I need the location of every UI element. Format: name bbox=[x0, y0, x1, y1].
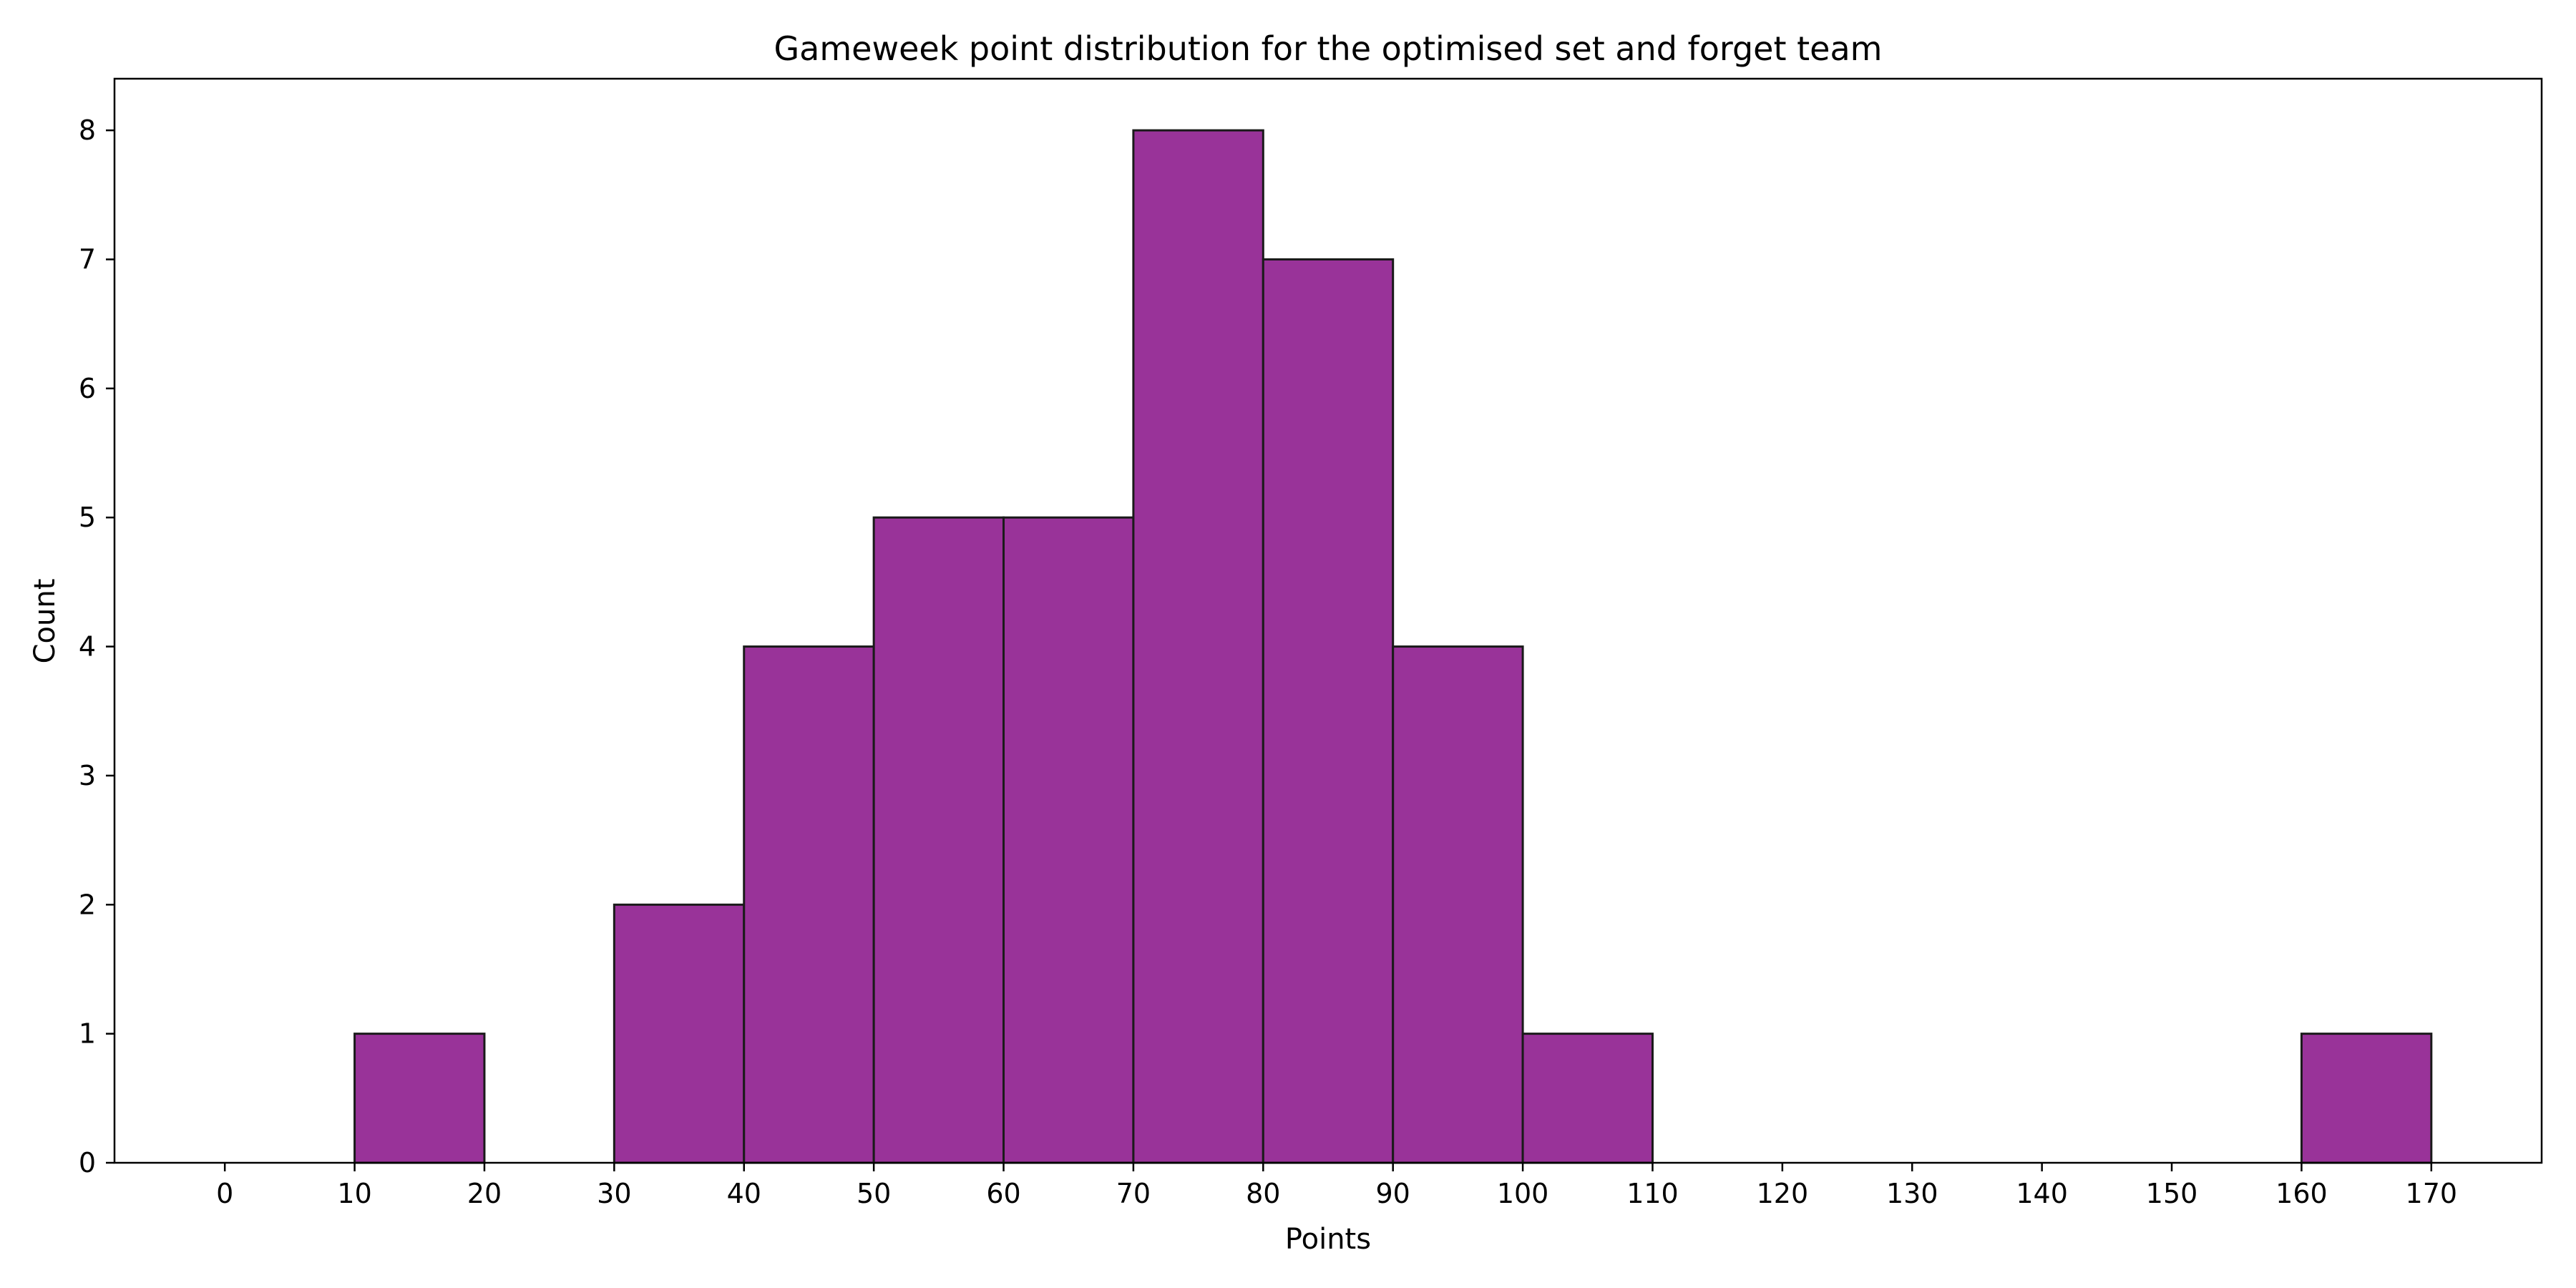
histogram-bar bbox=[872, 516, 1005, 1164]
y-tick-label: 2 bbox=[79, 889, 96, 920]
histogram-bar bbox=[353, 1033, 486, 1164]
x-tick-label: 150 bbox=[2146, 1178, 2198, 1209]
histogram-bar bbox=[1002, 516, 1135, 1164]
chart-title: Gameweek point distribution for the opti… bbox=[774, 29, 1883, 68]
x-tick-label: 70 bbox=[1116, 1178, 1151, 1209]
x-tick-label: 170 bbox=[2406, 1178, 2458, 1209]
plot-frame bbox=[113, 77, 2543, 1164]
histogram-bar bbox=[743, 645, 875, 1164]
x-tick-label: 20 bbox=[467, 1178, 502, 1209]
histogram-bar bbox=[2300, 1033, 2433, 1164]
y-axis-label: Count bbox=[29, 579, 62, 664]
x-tick-label: 130 bbox=[1886, 1178, 1938, 1209]
histogram-bar bbox=[1132, 129, 1264, 1164]
x-tick-label: 0 bbox=[216, 1178, 233, 1209]
x-axis-label: Points bbox=[1285, 1223, 1371, 1256]
x-tick-label: 50 bbox=[857, 1178, 891, 1209]
y-tick-label: 4 bbox=[79, 631, 96, 663]
histogram-bar bbox=[613, 903, 746, 1164]
y-tick-label: 3 bbox=[79, 760, 96, 791]
x-tick-label: 140 bbox=[2016, 1178, 2068, 1209]
x-tick-label: 30 bbox=[597, 1178, 631, 1209]
x-tick-label: 40 bbox=[727, 1178, 761, 1209]
x-axis-ticks: 0 10 20 30 40 50 60 70 80 90 100 110 120 130 140 150 160… bbox=[216, 1163, 2457, 1209]
histogram-bar bbox=[1392, 645, 1524, 1164]
x-tick-label: 80 bbox=[1246, 1178, 1280, 1209]
y-tick-label: 7 bbox=[79, 244, 96, 275]
y-tick-label: 5 bbox=[79, 502, 96, 533]
y-tick-label: 1 bbox=[79, 1018, 96, 1050]
x-tick-label: 10 bbox=[337, 1178, 371, 1209]
y-axis-ticks: 0 1 2 3 4 5 6 7 8 bbox=[79, 114, 114, 1179]
y-tick-label: 8 bbox=[79, 114, 96, 146]
bars-group bbox=[353, 129, 2433, 1164]
histogram-bar bbox=[1262, 258, 1395, 1164]
histogram-bar bbox=[1521, 1033, 1654, 1164]
x-tick-label: 120 bbox=[1757, 1178, 1809, 1209]
x-tick-label: 60 bbox=[986, 1178, 1020, 1209]
y-tick-label: 0 bbox=[79, 1147, 96, 1179]
y-tick-label: 6 bbox=[79, 373, 96, 404]
x-tick-label: 160 bbox=[2275, 1178, 2328, 1209]
x-tick-label: 110 bbox=[1626, 1178, 1679, 1209]
x-tick-label: 90 bbox=[1376, 1178, 1410, 1209]
x-tick-label: 100 bbox=[1497, 1178, 1549, 1209]
